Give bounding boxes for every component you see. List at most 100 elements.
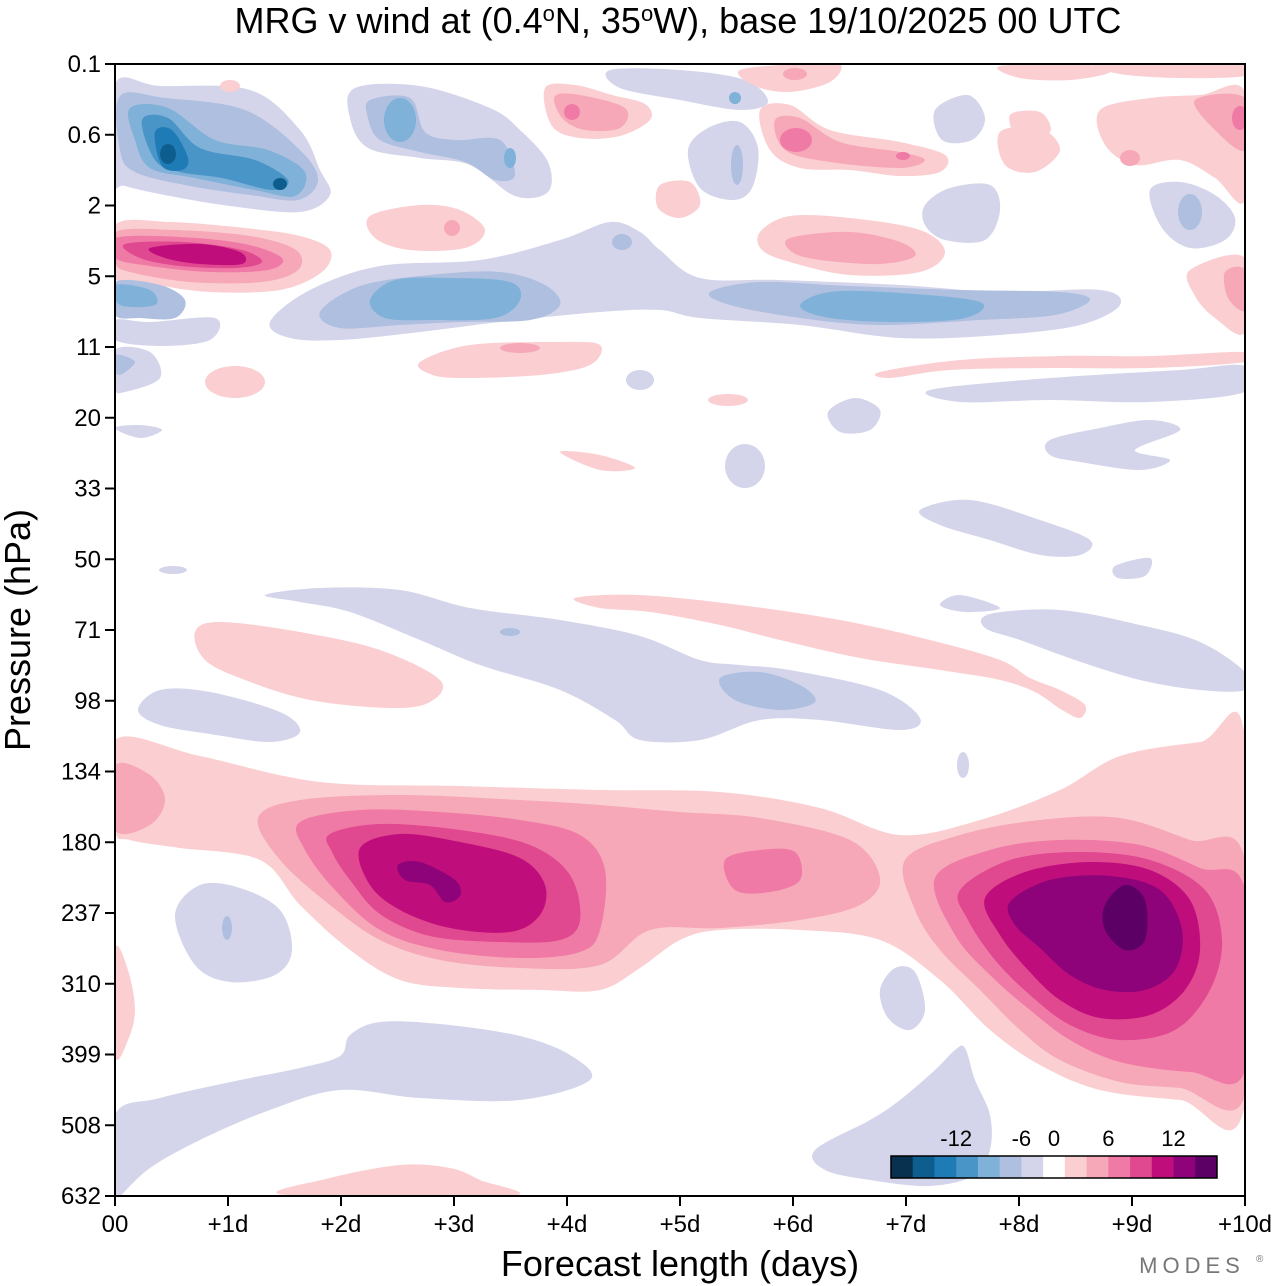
colorbar-swatch [977, 1156, 1001, 1178]
positive-contour [896, 152, 910, 160]
positive-contour [785, 231, 916, 265]
x-tick-label: +5d [660, 1211, 701, 1238]
y-tick-label: 11 [76, 334, 101, 361]
positive-contour [205, 366, 265, 398]
negative-contour [827, 397, 881, 434]
positive-contour [1120, 150, 1140, 166]
x-tick-label: +8d [999, 1211, 1040, 1238]
colorbar-swatch [956, 1156, 979, 1178]
colorbar-tick-label: 6 [1102, 1126, 1114, 1151]
y-tick-label: 98 [74, 688, 101, 715]
colorbar-swatch [912, 1156, 935, 1178]
y-tick-label: 71 [74, 617, 101, 644]
positive-contour [194, 622, 444, 709]
positive-contour [655, 180, 701, 219]
negative-contour [115, 317, 221, 346]
positive-contour [366, 204, 486, 251]
positive-contour [1009, 110, 1051, 141]
positive-contour [1223, 266, 1245, 312]
negative-contour [918, 499, 1093, 557]
negative-contour [925, 364, 1245, 403]
y-tick-label: 237 [61, 900, 101, 927]
x-tick-label: +3d [434, 1211, 475, 1238]
colorbar-swatch [1064, 1156, 1088, 1178]
y-tick-label: 508 [61, 1112, 101, 1139]
negative-contour [1112, 557, 1153, 579]
colorbar-tick-label: -12 [940, 1126, 972, 1151]
positive-contour [774, 115, 925, 169]
negative-contour [174, 882, 293, 983]
y-tick-label: 0.6 [68, 122, 101, 149]
y-tick-label: 134 [61, 759, 101, 786]
negative-contour [115, 424, 162, 439]
colorbar-swatch [934, 1156, 957, 1178]
colorbar-swatch [891, 1156, 914, 1178]
x-tick-label: 00 [102, 1211, 129, 1238]
negative-contour [160, 144, 176, 164]
negative-contour [605, 68, 769, 111]
positive-contour [783, 68, 807, 80]
negative-contour [222, 916, 232, 940]
y-tick-label: 0.1 [68, 51, 101, 78]
colorbar-swatch [1043, 1156, 1066, 1178]
y-axis: 0.1 0.6 2 5 11 20 33 50 71 98 134 180 237 310 399 508 63… [61, 51, 115, 1210]
x-tick-label: +6d [773, 1211, 814, 1238]
positive-contour [397, 860, 461, 903]
positive-contour [220, 80, 240, 92]
brand-registered-mark: ® [1256, 1254, 1264, 1265]
positive-contour [564, 104, 580, 120]
colorbar-swatch [1151, 1156, 1175, 1178]
positive-contour [115, 762, 165, 835]
x-axis: 00 +1d +2d +3d +4d +5d +6d +7d +8d +9d +10d [102, 1196, 1272, 1238]
colorbar-tick-label: -6 [1012, 1126, 1032, 1151]
negative-contour [115, 354, 136, 376]
negative-contour [933, 94, 986, 144]
negative-contour [957, 752, 969, 778]
x-tick-label: +9d [1112, 1211, 1153, 1238]
y-tick-label: 20 [74, 405, 101, 432]
brand-logo: MODES [1139, 1253, 1245, 1278]
colorbar-swatch [1021, 1156, 1044, 1178]
positive-contour [1194, 93, 1245, 152]
negative-contour [369, 277, 522, 321]
negative-contour [273, 178, 287, 190]
positive-contour [444, 220, 460, 236]
negative-contour [729, 92, 741, 104]
y-tick-label: 2 [88, 193, 101, 220]
colorbar-swatch [1130, 1156, 1153, 1178]
colorbar-swatch [1173, 1156, 1196, 1178]
positive-contour [723, 848, 803, 894]
positive-contour [148, 243, 247, 266]
negative-contour [812, 1045, 992, 1187]
chart-title: MRG v wind at (0.4oN, 35oW), base 19/10/… [235, 0, 1122, 41]
positive-contour [1232, 106, 1245, 130]
negative-contour [980, 609, 1245, 692]
x-axis-label: Forecast length (days) [501, 1243, 859, 1284]
positive-contour [115, 945, 135, 1061]
negative-contour [800, 290, 985, 322]
positive-contour [874, 351, 1245, 379]
negative-contour [504, 148, 516, 168]
negative-contour [159, 566, 187, 574]
x-tick-label: +1d [208, 1211, 249, 1238]
positive-contour [560, 451, 635, 472]
colorbar-swatch [1108, 1156, 1131, 1178]
negative-contour [687, 120, 759, 200]
negative-contour [115, 284, 158, 308]
x-tick-label: +7d [886, 1211, 927, 1238]
negative-contour [138, 688, 301, 743]
positive-contour [417, 341, 602, 379]
y-tick-label: 399 [61, 1042, 101, 1069]
colorbar-tick-label: 12 [1161, 1126, 1185, 1151]
positive-contour [573, 594, 1087, 719]
y-tick-label: 180 [61, 829, 101, 856]
x-tick-label: +10d [1218, 1211, 1272, 1238]
negative-contour [115, 1021, 593, 1196]
positive-contour [780, 128, 812, 152]
negative-contour [384, 98, 416, 142]
negative-contour [922, 183, 1001, 243]
negative-contour [141, 114, 289, 191]
negative-contour [500, 628, 520, 636]
colorbar-swatch [999, 1156, 1022, 1178]
